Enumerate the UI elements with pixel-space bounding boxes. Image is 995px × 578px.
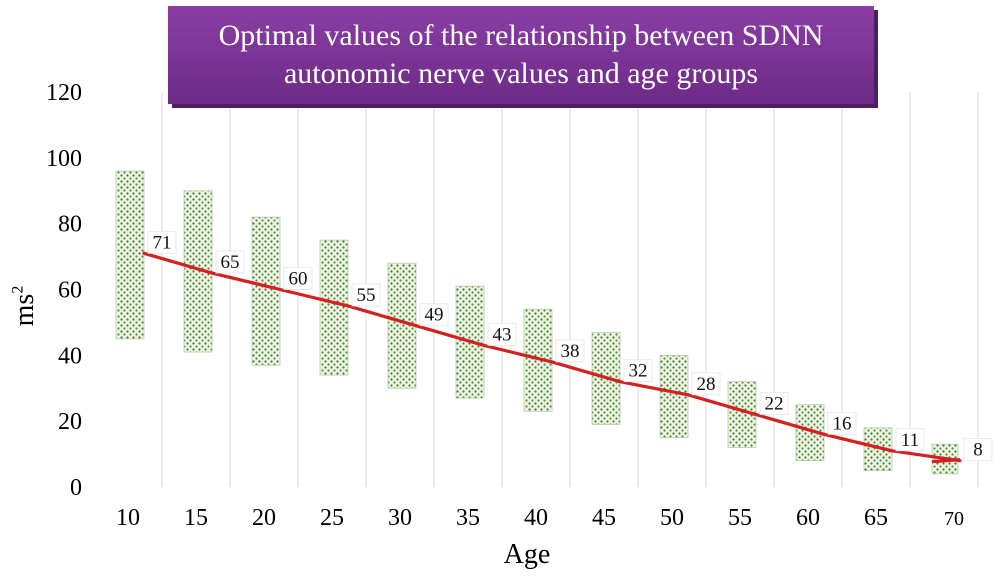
y-tick-label: 20 bbox=[58, 409, 82, 435]
data-label: 32 bbox=[629, 361, 648, 382]
x-tick-label: 55 bbox=[728, 505, 752, 531]
range-box bbox=[115, 170, 145, 340]
x-tick-label: 30 bbox=[388, 505, 412, 531]
data-label: 16 bbox=[833, 413, 852, 434]
data-label-background bbox=[215, 250, 245, 274]
data-label-background bbox=[283, 267, 313, 290]
range-box bbox=[251, 216, 281, 366]
trend-line-segment bbox=[142, 251, 214, 275]
trend-line-segment bbox=[210, 271, 282, 292]
data-label-background bbox=[351, 283, 381, 307]
data-label-background bbox=[147, 230, 177, 254]
x-tick-label: 25 bbox=[320, 505, 344, 531]
x-tick-label: 45 bbox=[592, 505, 616, 531]
y-axis-label: ms2 bbox=[9, 271, 41, 341]
y-tick-label: 100 bbox=[46, 146, 82, 172]
x-tick-label: 20 bbox=[252, 505, 276, 531]
y-tick-label: 0 bbox=[70, 475, 82, 501]
x-tick-label: 10 bbox=[116, 505, 140, 531]
y-tick-label: 60 bbox=[58, 278, 82, 304]
data-label-background bbox=[827, 411, 857, 435]
data-label: 43 bbox=[493, 324, 512, 345]
data-label-background bbox=[963, 438, 993, 462]
data-label: 8 bbox=[973, 440, 983, 461]
data-label-background bbox=[487, 323, 517, 346]
trend-line-segment bbox=[822, 432, 894, 453]
data-label: 55 bbox=[357, 285, 376, 306]
x-tick-label: 65 bbox=[864, 505, 888, 531]
data-label-background bbox=[759, 392, 789, 415]
range-box bbox=[319, 239, 349, 376]
x-tick-label: 50 bbox=[660, 505, 684, 531]
data-label: 71 bbox=[153, 232, 172, 253]
data-label: 38 bbox=[561, 341, 580, 362]
data-label-background bbox=[555, 339, 585, 363]
x-tick-label: 70 bbox=[944, 508, 964, 530]
x-tick-label: 35 bbox=[456, 505, 480, 531]
data-labels: 71 65 60 55 49 43 38 32 28 22 16 11 8 bbox=[147, 230, 993, 462]
trend-line-segment bbox=[482, 343, 554, 364]
range-boxes bbox=[115, 170, 959, 475]
data-label-background bbox=[623, 359, 653, 383]
trend-line-segment bbox=[931, 458, 961, 464]
axes: 0 20 40 60 80 100 120 10 15 20 25 30 35 40 45 50 55 60 65 7… bbox=[46, 80, 964, 570]
x-tick-label: 15 bbox=[184, 505, 208, 531]
data-label-background bbox=[691, 372, 721, 396]
trend-line-segment bbox=[414, 324, 486, 348]
data-label: 65 bbox=[221, 252, 240, 273]
trend-line-segment bbox=[686, 393, 758, 417]
y-tick-label: 40 bbox=[58, 343, 82, 369]
chart-title-line-2: autonomic nerve values and age groups bbox=[283, 57, 758, 90]
data-label: 28 bbox=[697, 374, 716, 395]
trend-line-segment bbox=[346, 304, 418, 328]
chart-title: Optimal values of the relationship betwe… bbox=[168, 6, 874, 104]
range-box bbox=[659, 354, 689, 439]
y-tick-label: 120 bbox=[46, 80, 82, 106]
trend-line-segment bbox=[618, 380, 690, 397]
data-label: 60 bbox=[289, 269, 308, 290]
trend-line-segment bbox=[754, 412, 826, 436]
y-axis-label-superscript: 2 bbox=[9, 285, 27, 294]
data-label-background bbox=[419, 303, 449, 327]
trend-line bbox=[142, 251, 962, 464]
y-axis-label-text: ms bbox=[9, 293, 40, 327]
data-label: 11 bbox=[901, 430, 919, 451]
trend-line-segment bbox=[278, 287, 350, 308]
chart-title-line-1: Optimal values of the relationship betwe… bbox=[218, 19, 824, 52]
y-tick-label: 80 bbox=[58, 212, 82, 238]
x-tick-label: 60 bbox=[796, 505, 820, 531]
data-label: 22 bbox=[765, 394, 784, 415]
data-label: 49 bbox=[425, 305, 444, 326]
x-axis-label: Age bbox=[504, 539, 551, 570]
data-label-background bbox=[895, 428, 925, 452]
x-tick-label: 40 bbox=[524, 505, 548, 531]
trend-line-segment bbox=[550, 360, 622, 384]
